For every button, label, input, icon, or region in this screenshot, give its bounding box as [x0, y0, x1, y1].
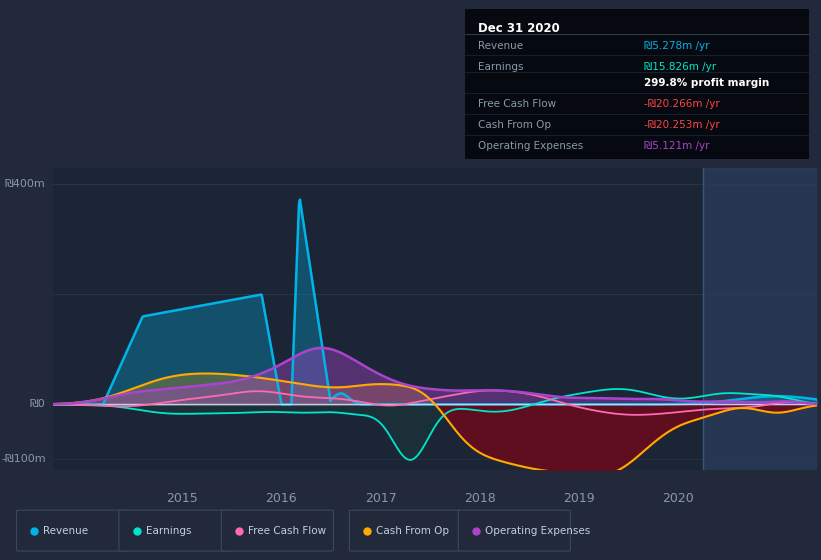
FancyBboxPatch shape — [119, 510, 231, 551]
Text: Cash From Op: Cash From Op — [479, 120, 552, 130]
Text: 2017: 2017 — [365, 492, 397, 505]
Text: ₪400m: ₪400m — [5, 180, 46, 189]
Text: Dec 31 2020: Dec 31 2020 — [479, 22, 560, 35]
FancyBboxPatch shape — [222, 510, 333, 551]
Text: 299.8% profit margin: 299.8% profit margin — [644, 78, 768, 88]
Text: -₪100m: -₪100m — [1, 454, 46, 464]
Text: 2018: 2018 — [464, 492, 496, 505]
Text: -₪20.253m /yr: -₪20.253m /yr — [644, 120, 719, 130]
FancyBboxPatch shape — [16, 510, 129, 551]
Text: Revenue: Revenue — [44, 526, 89, 535]
Text: Operating Expenses: Operating Expenses — [485, 526, 590, 535]
Text: Cash From Op: Cash From Op — [376, 526, 449, 535]
Text: Operating Expenses: Operating Expenses — [479, 141, 584, 151]
Text: Earnings: Earnings — [146, 526, 191, 535]
Text: 2019: 2019 — [563, 492, 594, 505]
Text: Free Cash Flow: Free Cash Flow — [479, 99, 557, 109]
Text: ₪15.826m /yr: ₪15.826m /yr — [644, 62, 716, 72]
Text: 2020: 2020 — [663, 492, 694, 505]
Text: Earnings: Earnings — [479, 62, 524, 72]
Text: Revenue: Revenue — [479, 41, 524, 51]
Text: ₪5.278m /yr: ₪5.278m /yr — [644, 41, 709, 51]
Text: -₪20.266m /yr: -₪20.266m /yr — [644, 99, 719, 109]
Text: ₪0: ₪0 — [30, 399, 46, 409]
Text: Free Cash Flow: Free Cash Flow — [248, 526, 327, 535]
FancyBboxPatch shape — [350, 510, 461, 551]
Bar — [703, 168, 817, 470]
Text: 2015: 2015 — [167, 492, 198, 505]
Text: 2016: 2016 — [266, 492, 297, 505]
Text: ₪5.121m /yr: ₪5.121m /yr — [644, 141, 709, 151]
FancyBboxPatch shape — [458, 510, 571, 551]
